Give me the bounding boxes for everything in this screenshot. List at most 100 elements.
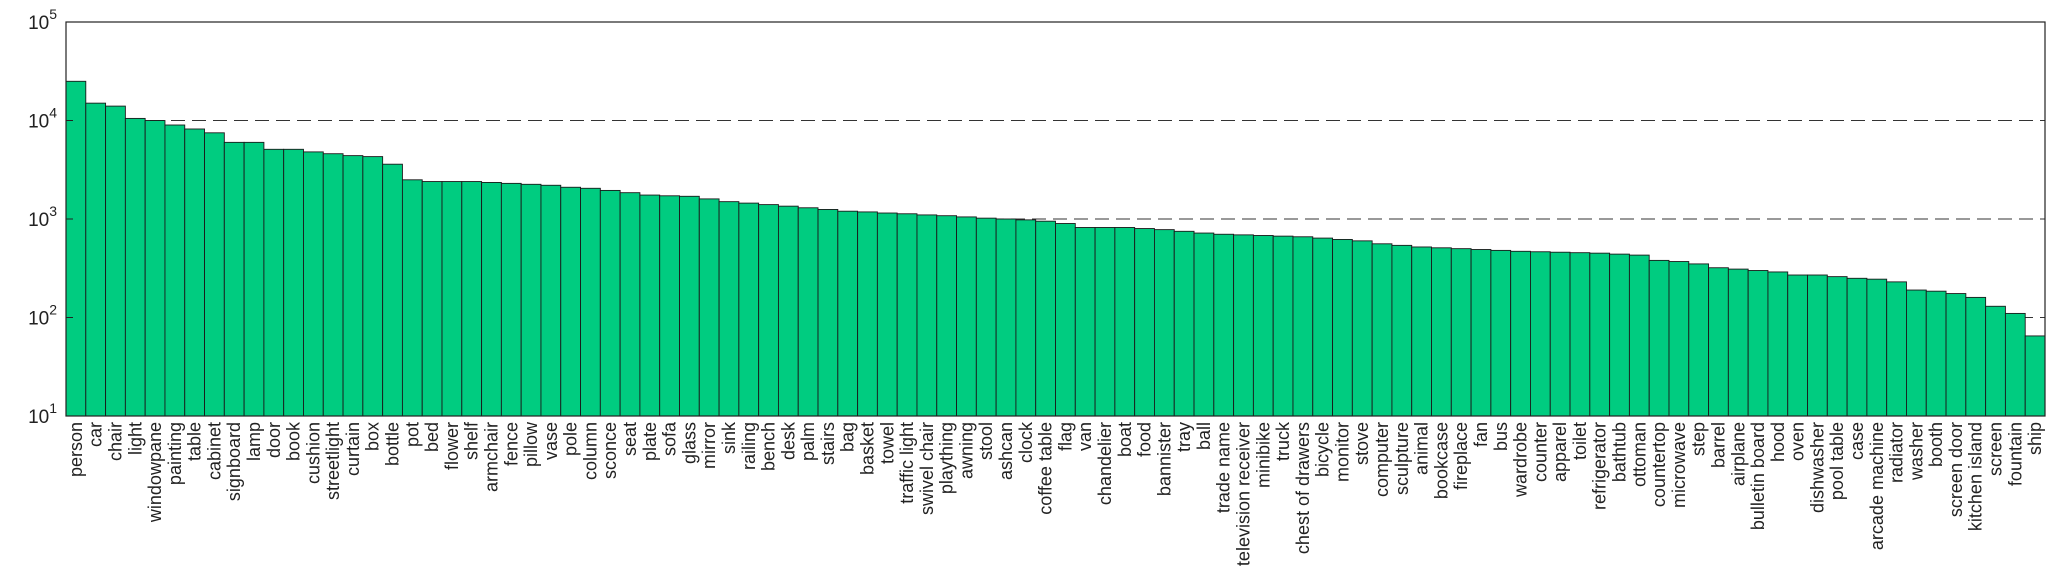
bar bbox=[1787, 274, 1808, 417]
category-label: bus bbox=[1491, 422, 1511, 451]
bar bbox=[283, 148, 304, 417]
bar bbox=[382, 163, 403, 417]
category-label: table bbox=[185, 422, 205, 461]
category-label: animal bbox=[1412, 422, 1432, 475]
bar bbox=[1490, 249, 1512, 417]
category-label: wardrobe bbox=[1511, 422, 1531, 498]
category-label: armchair bbox=[481, 422, 501, 492]
category-label: airplane bbox=[1728, 422, 1748, 486]
category-label: stairs bbox=[818, 422, 838, 465]
bar bbox=[1688, 263, 1710, 417]
bar bbox=[2004, 312, 2026, 417]
category-label: radiator bbox=[1887, 422, 1907, 483]
category-label: windowpane bbox=[145, 422, 165, 523]
bar bbox=[500, 182, 522, 417]
category-label: bottle bbox=[383, 422, 403, 466]
category-label: television receiver bbox=[1234, 422, 1254, 566]
bar bbox=[896, 213, 918, 417]
category-label: basket bbox=[857, 422, 877, 475]
bar bbox=[1708, 267, 1729, 417]
bar bbox=[797, 207, 819, 417]
bar bbox=[698, 198, 720, 417]
category-label: step bbox=[1689, 422, 1709, 456]
category-label: seat bbox=[620, 422, 640, 456]
bar bbox=[1886, 281, 1907, 417]
bar bbox=[738, 202, 760, 417]
category-label: sconce bbox=[600, 422, 620, 479]
bar bbox=[1549, 251, 1571, 417]
bar bbox=[1767, 271, 1789, 417]
bar bbox=[1213, 233, 1235, 417]
bar bbox=[599, 189, 621, 417]
bar bbox=[243, 141, 265, 417]
bar bbox=[1193, 232, 1215, 417]
bar bbox=[1648, 259, 1670, 417]
bar bbox=[1233, 234, 1254, 417]
bar bbox=[441, 181, 463, 417]
bar bbox=[1747, 270, 1769, 417]
bar bbox=[124, 117, 146, 417]
category-label: minibike bbox=[1253, 422, 1273, 488]
category-label: food bbox=[1135, 422, 1155, 457]
bar bbox=[401, 179, 423, 417]
category-label: fountain bbox=[2005, 422, 2025, 486]
bar bbox=[1826, 276, 1848, 417]
bar bbox=[1609, 253, 1630, 417]
category-label: box bbox=[363, 422, 383, 451]
category-label: pool table bbox=[1827, 422, 1847, 500]
bar bbox=[580, 187, 601, 417]
bar bbox=[1906, 289, 1927, 417]
category-label: apparel bbox=[1550, 422, 1570, 482]
category-label: clock bbox=[1016, 421, 1036, 463]
x-axis-labels: person car chair light windowpane painting tab… bbox=[66, 421, 2045, 566]
category-label: swivel chair bbox=[917, 422, 937, 515]
category-label: streetlight bbox=[323, 422, 343, 500]
category-label: trade name bbox=[1214, 422, 1234, 513]
bar bbox=[1074, 227, 1096, 417]
bar bbox=[718, 201, 740, 417]
bar bbox=[679, 195, 700, 417]
bar bbox=[1965, 296, 1987, 417]
bar bbox=[520, 183, 542, 417]
category-label: pole bbox=[561, 422, 581, 456]
category-label: plaything bbox=[937, 422, 957, 494]
bar bbox=[1292, 236, 1314, 417]
bar bbox=[1431, 247, 1452, 417]
category-label: signboard bbox=[224, 422, 244, 501]
bar bbox=[421, 181, 443, 417]
bar bbox=[1807, 274, 1828, 417]
y-tick-label: 104 bbox=[28, 105, 57, 133]
bar bbox=[144, 120, 166, 417]
category-label: shelf bbox=[462, 421, 482, 460]
category-label: counter bbox=[1530, 422, 1550, 482]
bar bbox=[105, 105, 126, 417]
bar bbox=[1391, 244, 1413, 417]
bar bbox=[1035, 220, 1056, 417]
category-label: screen door bbox=[1946, 422, 1966, 517]
bar bbox=[342, 155, 364, 417]
y-tick-label: 101 bbox=[28, 400, 57, 428]
category-label: lamp bbox=[244, 422, 264, 461]
category-label: person bbox=[66, 422, 86, 477]
category-label: toilet bbox=[1570, 422, 1590, 460]
bar bbox=[876, 212, 898, 417]
bar bbox=[758, 204, 779, 417]
category-label: awning bbox=[956, 422, 976, 479]
bar bbox=[303, 151, 324, 417]
bar bbox=[263, 148, 285, 417]
category-label: fan bbox=[1471, 422, 1491, 447]
bar bbox=[164, 124, 186, 417]
category-label: ball bbox=[1194, 422, 1214, 450]
bars bbox=[65, 80, 2046, 417]
category-label: towel bbox=[877, 422, 897, 464]
category-label: stool bbox=[976, 422, 996, 460]
y-tick-label: 105 bbox=[28, 6, 57, 34]
category-label: sink bbox=[719, 421, 739, 454]
category-label: chandelier bbox=[1095, 422, 1115, 505]
bar bbox=[85, 102, 107, 417]
category-label: bed bbox=[422, 422, 442, 452]
bar bbox=[857, 211, 878, 417]
bar bbox=[1252, 235, 1274, 417]
category-label: car bbox=[86, 422, 106, 447]
